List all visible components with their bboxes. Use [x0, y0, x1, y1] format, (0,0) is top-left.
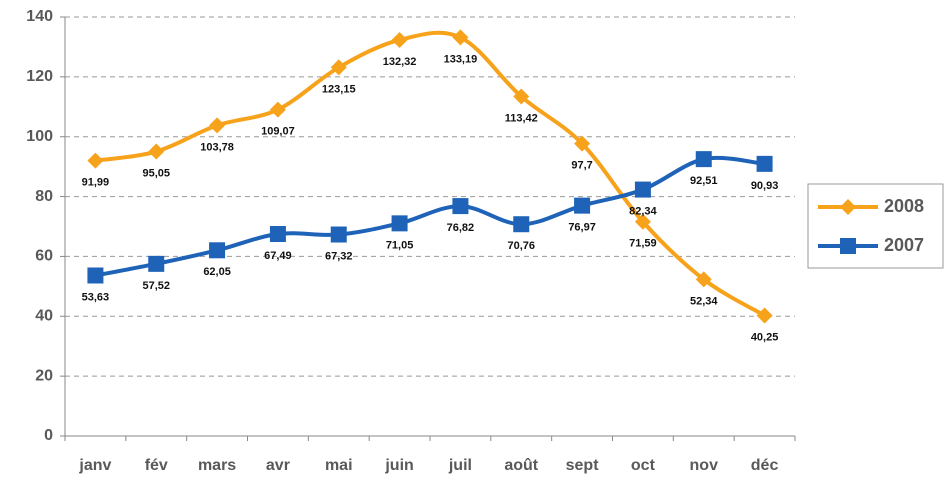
x-tick-label: déc [751, 457, 779, 474]
x-tick-label: juil [448, 457, 472, 474]
data-label: 71,59 [629, 238, 657, 250]
x-tick-label: août [504, 457, 538, 474]
y-tick-label: 40 [35, 308, 53, 325]
data-label: 62,05 [203, 266, 231, 278]
data-label: 67,49 [264, 250, 292, 262]
marker [513, 88, 530, 105]
marker [148, 143, 165, 160]
y-tick-label: 80 [35, 188, 53, 205]
data-label: 92,51 [690, 175, 718, 187]
data-label: 133,19 [444, 53, 478, 65]
marker [695, 271, 712, 288]
marker [330, 226, 347, 243]
marker [269, 101, 286, 118]
marker [634, 213, 651, 230]
data-label: 40,25 [751, 331, 779, 343]
marker [391, 215, 408, 232]
y-tick-label: 60 [35, 248, 53, 265]
y-tick-label: 20 [35, 367, 53, 384]
x-tick-label: sept [566, 457, 600, 474]
data-label: 52,34 [690, 295, 718, 307]
x-tick-label: oct [631, 457, 656, 474]
marker [756, 307, 773, 324]
marker [269, 226, 286, 243]
legend-label: 2008 [884, 196, 924, 216]
data-label: 132,32 [383, 56, 417, 68]
x-tick-label: nov [690, 457, 719, 474]
data-label: 91,99 [82, 177, 110, 189]
marker [452, 198, 469, 215]
legend-marker [840, 238, 856, 254]
marker [148, 255, 165, 272]
x-tick-label: avr [266, 457, 290, 474]
data-label: 123,15 [322, 83, 356, 95]
data-label: 97,7 [571, 160, 592, 172]
data-label: 109,07 [261, 125, 295, 137]
marker [574, 135, 591, 152]
marker [209, 117, 226, 134]
data-label: 71,05 [386, 239, 414, 251]
data-label: 53,63 [82, 291, 110, 303]
marker [391, 31, 408, 48]
series-line [95, 30, 766, 318]
data-label: 103,78 [200, 141, 234, 153]
marker [330, 59, 347, 76]
marker [87, 152, 104, 169]
marker [513, 216, 530, 233]
x-tick-label: juin [384, 457, 413, 474]
marker [87, 267, 104, 284]
data-label: 76,97 [568, 222, 596, 234]
y-tick-label: 140 [26, 8, 53, 25]
data-label: 90,93 [751, 180, 779, 192]
y-tick-label: 0 [44, 427, 53, 444]
marker [209, 242, 226, 259]
marker [634, 181, 651, 198]
legend-box [807, 183, 944, 269]
data-label: 113,42 [505, 112, 538, 124]
data-label: 82,34 [629, 205, 657, 217]
legend-marker [840, 199, 856, 215]
data-label: 76,82 [447, 222, 475, 234]
marker [756, 155, 773, 172]
y-tick-label: 120 [26, 68, 53, 85]
y-tick-label: 100 [26, 128, 53, 145]
marker [452, 29, 469, 46]
legend-label: 2007 [884, 235, 924, 255]
data-label: 70,76 [507, 240, 535, 252]
x-tick-label: mai [325, 457, 353, 474]
marker [695, 151, 712, 168]
x-tick-label: fév [145, 457, 168, 474]
data-label: 67,32 [325, 250, 353, 262]
series-line [95, 155, 765, 278]
x-tick-label: janv [78, 457, 111, 474]
data-label: 95,05 [142, 167, 170, 179]
data-label: 57,52 [142, 280, 170, 292]
marker [574, 197, 591, 214]
x-tick-label: mars [198, 457, 236, 474]
